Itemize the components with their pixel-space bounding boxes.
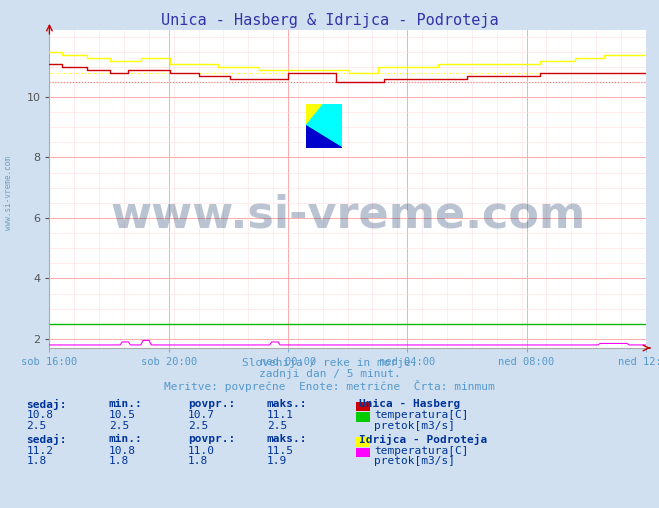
Text: 2.5: 2.5 xyxy=(26,421,47,431)
Text: 11.0: 11.0 xyxy=(188,446,215,456)
Text: temperatura[C]: temperatura[C] xyxy=(374,446,469,456)
Text: www.si-vreme.com: www.si-vreme.com xyxy=(110,193,585,236)
Text: maks.:: maks.: xyxy=(267,399,307,409)
Text: 2.5: 2.5 xyxy=(188,421,208,431)
Polygon shape xyxy=(306,104,342,148)
Polygon shape xyxy=(306,104,324,126)
Text: 1.8: 1.8 xyxy=(26,456,47,466)
Text: 2.5: 2.5 xyxy=(109,421,129,431)
Text: 10.8: 10.8 xyxy=(109,446,136,456)
Text: Slovenija / reke in morje.: Slovenija / reke in morje. xyxy=(242,358,417,368)
Text: www.si-vreme.com: www.si-vreme.com xyxy=(4,156,13,230)
Text: 10.7: 10.7 xyxy=(188,410,215,420)
Text: temperatura[C]: temperatura[C] xyxy=(374,410,469,420)
Text: 1.8: 1.8 xyxy=(109,456,129,466)
Text: pretok[m3/s]: pretok[m3/s] xyxy=(374,456,455,466)
Text: 1.8: 1.8 xyxy=(188,456,208,466)
Text: 10.5: 10.5 xyxy=(109,410,136,420)
Text: maks.:: maks.: xyxy=(267,434,307,444)
Text: min.:: min.: xyxy=(109,434,142,444)
Text: 11.5: 11.5 xyxy=(267,446,294,456)
Text: povpr.:: povpr.: xyxy=(188,434,235,444)
Text: sedaj:: sedaj: xyxy=(26,399,67,410)
Polygon shape xyxy=(306,126,342,148)
Text: Idrijca - Podroteja: Idrijca - Podroteja xyxy=(359,434,488,446)
Text: povpr.:: povpr.: xyxy=(188,399,235,409)
Text: 11.2: 11.2 xyxy=(26,446,53,456)
Text: pretok[m3/s]: pretok[m3/s] xyxy=(374,421,455,431)
Text: sedaj:: sedaj: xyxy=(26,434,67,446)
Text: 10.8: 10.8 xyxy=(26,410,53,420)
Text: Unica - Hasberg & Idrijca - Podroteja: Unica - Hasberg & Idrijca - Podroteja xyxy=(161,13,498,28)
Text: zadnji dan / 5 minut.: zadnji dan / 5 minut. xyxy=(258,369,401,379)
Text: min.:: min.: xyxy=(109,399,142,409)
Text: 1.9: 1.9 xyxy=(267,456,287,466)
Text: Unica - Hasberg: Unica - Hasberg xyxy=(359,399,461,409)
Text: 2.5: 2.5 xyxy=(267,421,287,431)
Text: 11.1: 11.1 xyxy=(267,410,294,420)
Text: Meritve: povprečne  Enote: metrične  Črta: minmum: Meritve: povprečne Enote: metrične Črta:… xyxy=(164,380,495,393)
